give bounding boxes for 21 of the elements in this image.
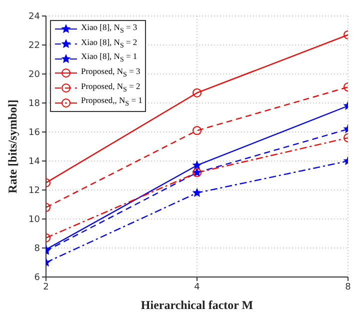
y-tick-label: 18 xyxy=(28,99,40,110)
y-tick-label: 10 xyxy=(28,215,40,226)
x-axis-title: Hierarchical factor M xyxy=(140,298,254,312)
y-tick-label: 8 xyxy=(34,244,40,254)
legend-label: Xiao [8], N$_{S}$ = 2 xyxy=(81,36,138,50)
legend-label: Proposed, N$_{S}$ = 2 xyxy=(81,80,140,94)
x-tick-label: 2 xyxy=(43,282,49,292)
y-tick-label: 20 xyxy=(28,70,40,80)
legend-label: Proposed, N$_{S}$ = 3 xyxy=(81,66,140,79)
y-tick-label: 14 xyxy=(28,157,40,168)
y-tick-label: 22 xyxy=(28,41,40,52)
x-tick-label: 8 xyxy=(345,282,352,292)
legend-label: Xiao [8], N$_{S}$ = 3 xyxy=(81,22,138,35)
y-tick-label: 16 xyxy=(28,128,40,138)
y-tick-label: 6 xyxy=(34,273,40,284)
x-tick-label: 4 xyxy=(194,282,200,292)
y-axis-title: Rate [bits/symbol] xyxy=(5,100,20,194)
y-tick-label: 24 xyxy=(28,12,40,22)
y-tick-label: 12 xyxy=(28,186,40,196)
legend-label: Xiao [8], N$_{S}$ = 1 xyxy=(81,51,138,64)
legend-label: Proposed,, N$_{S}$ = 1 xyxy=(81,95,142,108)
